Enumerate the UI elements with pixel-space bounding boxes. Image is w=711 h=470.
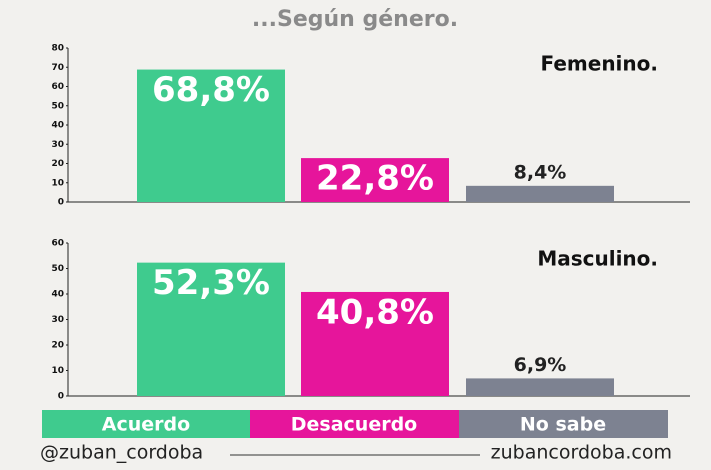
bar [301, 291, 449, 396]
value-label: 40,8% [316, 292, 434, 332]
y-tick-label: 40 [51, 121, 64, 131]
y-tick-label: 10 [51, 366, 64, 376]
y-tick-label: 20 [51, 341, 64, 351]
y-tick-label: 0 [58, 198, 64, 208]
legend-label: No sabe [520, 414, 606, 436]
page-title: ...Según género. [252, 7, 458, 32]
y-tick-label: 70 [51, 63, 64, 73]
y-tick-label: 50 [51, 101, 64, 111]
bar [466, 185, 614, 202]
bar [137, 69, 285, 202]
legend-label: Desacuerdo [291, 414, 418, 436]
y-tick-label: 0 [58, 392, 64, 402]
y-tick-label: 80 [51, 44, 64, 54]
panel-title: Femenino. [541, 52, 659, 76]
y-tick-label: 60 [51, 239, 64, 249]
legend-swatch [250, 410, 459, 438]
legend-swatch [42, 410, 251, 438]
y-tick-label: 30 [51, 315, 64, 325]
bar [466, 378, 614, 396]
footer-left: @zuban_cordoba [40, 442, 203, 464]
y-tick-label: 20 [51, 159, 64, 169]
value-label: 22,8% [316, 159, 434, 199]
y-tick-label: 40 [51, 290, 64, 300]
y-tick-label: 10 [51, 178, 64, 188]
y-tick-label: 50 [51, 264, 64, 274]
legend-label: Acuerdo [102, 414, 190, 436]
legend-swatch [459, 410, 668, 438]
panel-title: Masculino. [537, 247, 658, 271]
y-tick-label: 30 [51, 140, 64, 150]
value-label: 68,8% [152, 70, 270, 110]
value-label: 8,4% [514, 161, 567, 183]
y-tick-label: 60 [51, 82, 64, 92]
value-label: 6,9% [514, 354, 567, 376]
footer-right: zubancordoba.com [491, 442, 672, 464]
bar [137, 262, 285, 396]
bar [301, 158, 449, 202]
value-label: 52,3% [152, 263, 270, 303]
